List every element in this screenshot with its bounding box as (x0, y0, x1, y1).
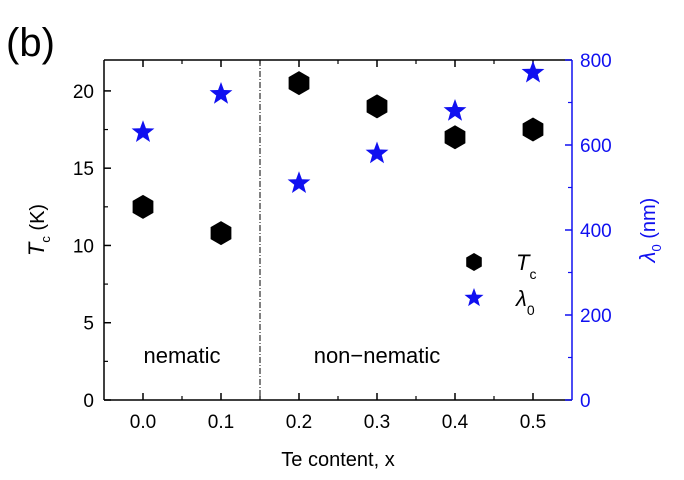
x-tick-label: 0.5 (520, 412, 546, 433)
y-right-tick-label: 400 (580, 221, 612, 242)
lambda-data-point (209, 82, 233, 104)
y-right-tick-label: 200 (580, 306, 612, 327)
lambda-data-point (365, 141, 389, 164)
tc-data-point (444, 125, 466, 150)
tc-data-point (366, 94, 388, 119)
tc-data-point (522, 117, 544, 142)
y-left-tick-label: 5 (83, 314, 94, 335)
lambda-data-point (521, 60, 545, 83)
y-left-tick-label: 15 (73, 159, 94, 180)
legend-tc-label: Tc (516, 250, 536, 282)
lambda-data-point (131, 120, 155, 142)
x-tick-label: 0.1 (208, 412, 234, 433)
y-right-axis-title: λ0 (nm) (635, 198, 664, 264)
x-axis-title: Te content, x (281, 449, 394, 471)
tc-data-point (210, 221, 232, 246)
plot-area: 0.0 0.1 0.2 0.3 0.4 0.5051015200200400600800n… (24, 51, 664, 471)
lambda-data-point (287, 171, 311, 193)
tc-data-point (132, 194, 154, 219)
y-left-tick-label: 0 (83, 391, 94, 412)
tc-data-point (288, 71, 310, 96)
region-label: non−nematic (314, 343, 441, 368)
region-label: nematic (143, 343, 220, 368)
x-tick-label: 0.0 (130, 412, 156, 433)
y-right-tick-label: 600 (580, 136, 612, 157)
panel-label: (b) (6, 21, 55, 65)
y-left-tick-label: 20 (73, 82, 94, 103)
legend-lambda-label: λ0 (515, 286, 535, 318)
lambda-data-point (443, 99, 467, 121)
x-tick-label: 0.4 (442, 412, 469, 433)
y-left-tick-label: 10 (73, 236, 94, 257)
y-right-tick-label: 0 (580, 391, 591, 412)
y-right-tick-label: 800 (580, 51, 612, 72)
legend-tc-marker (466, 253, 482, 271)
x-tick-label: 0.3 (364, 412, 390, 433)
legend-lambda-marker (464, 288, 484, 307)
x-tick-label: 0.2 (286, 412, 312, 433)
y-left-axis-title: Tc (K) (24, 204, 53, 256)
